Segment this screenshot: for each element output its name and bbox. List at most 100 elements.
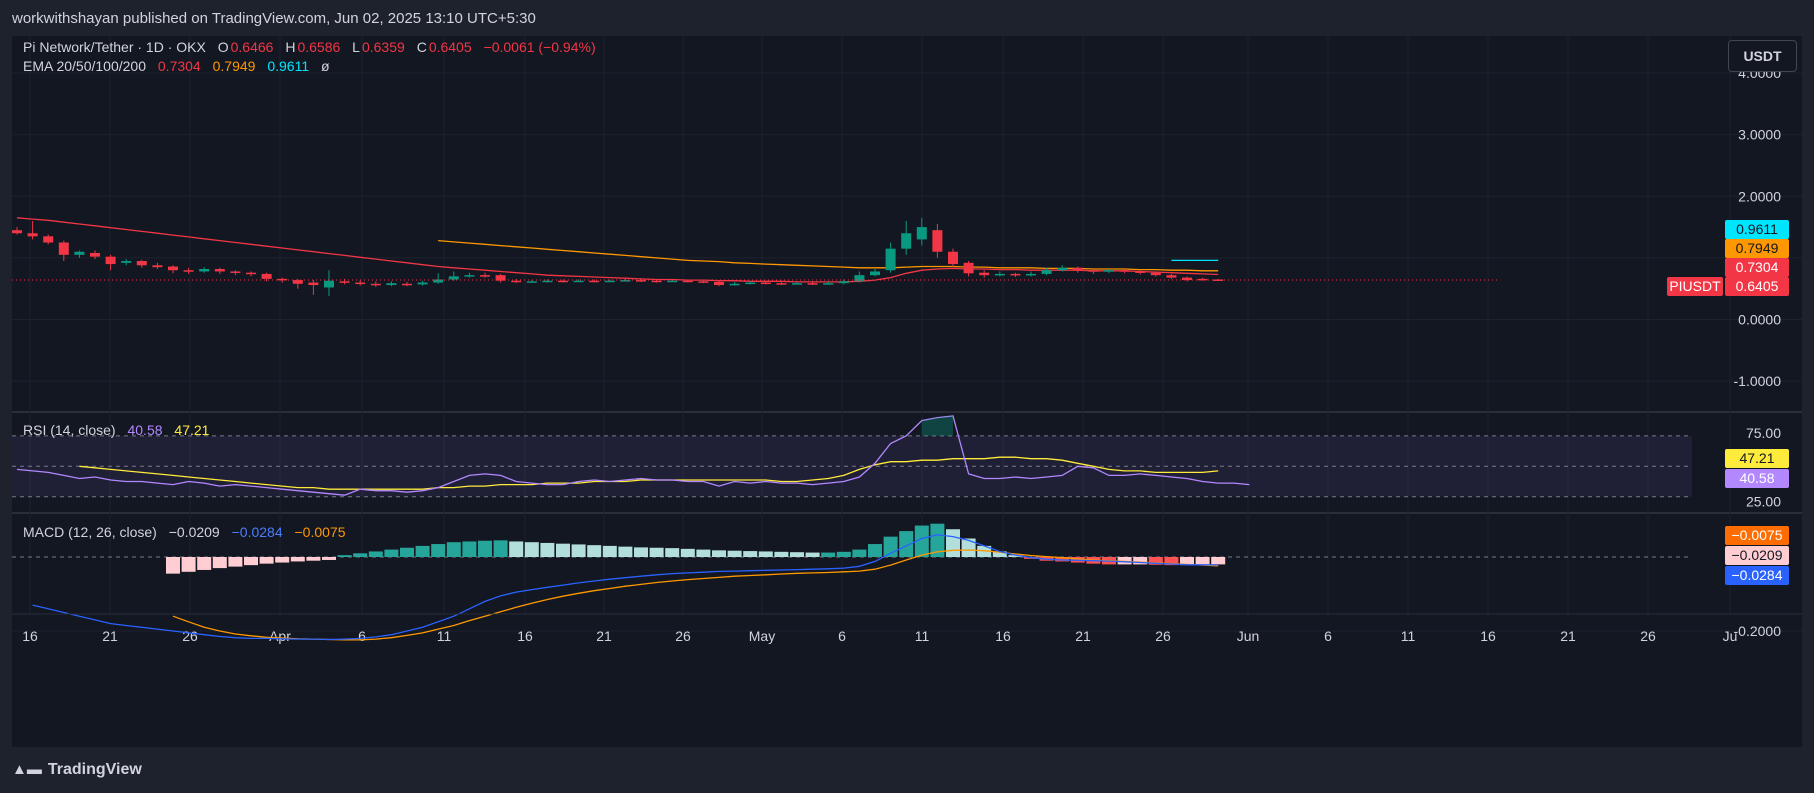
- macd-histogram-bar: [758, 551, 773, 557]
- candle-body: [994, 273, 1005, 276]
- candle-body: [636, 280, 646, 282]
- price-tick-label: 2.0000: [1738, 188, 1781, 204]
- candle-body: [12, 230, 22, 234]
- rsi-label[interactable]: RSI (14, close): [23, 422, 116, 438]
- candle-body: [916, 227, 927, 240]
- signal-value: −0.0284: [231, 524, 283, 540]
- macd-histogram-bar: [587, 545, 602, 557]
- macd-histogram-bar: [852, 549, 867, 557]
- candle-body: [948, 251, 958, 265]
- price-label-bg: [1725, 239, 1789, 258]
- close-value: 0.6405: [428, 39, 472, 55]
- rsi-value-label: 47.21: [1739, 450, 1774, 466]
- macd-histogram-bar: [1164, 557, 1179, 566]
- macd-histogram-bar: [1180, 557, 1194, 566]
- ema-label[interactable]: EMA 20/50/100/200: [23, 58, 146, 74]
- price-label-piusdt: 0.6405: [1736, 278, 1779, 294]
- chart-canvas[interactable]: 16 21 26 Apr 6 11 16 21 26 May 6 11 16 21 26 Jun 6 11 16 21…: [12, 36, 1802, 747]
- high-label: H: [285, 39, 296, 55]
- macd-histogram-bar: [821, 552, 836, 557]
- ema200-value: ø: [321, 58, 330, 74]
- candle-body: [1119, 270, 1130, 272]
- rsi-line: [16, 415, 1250, 496]
- chart-frame[interactable]: 16 21 26 Apr 6 11 16 21 26 May 6 11 16 21 26 Jun 6 11 16 21…: [12, 36, 1802, 747]
- candle-body: [870, 271, 880, 276]
- macd-histogram-bar: [1133, 557, 1148, 565]
- macd-histogram-bar: [462, 541, 477, 557]
- macd-histogram-bar: [602, 545, 617, 557]
- macd-legend: MACD (12, 26, close) −0.0209 −0.0284 −0.…: [23, 524, 348, 540]
- open-label: O: [217, 39, 229, 55]
- macd-histogram-bar: [212, 557, 227, 569]
- x-tick-label: 21: [596, 628, 612, 644]
- candle-body: [854, 275, 865, 282]
- price-label-ema-100: 0.9611: [1736, 221, 1778, 237]
- candle-body: [1166, 275, 1177, 278]
- macd-histogram-bar: [415, 545, 430, 557]
- candle-body: [511, 280, 522, 283]
- macd-histogram-bar: [571, 544, 586, 557]
- tradingview-logo-icon: ▲▬: [12, 761, 42, 778]
- rsi-value: 40.58: [127, 422, 163, 438]
- candle-body: [1150, 272, 1161, 276]
- price-label-ema-20: 0.7304: [1736, 259, 1779, 275]
- candle-body: [308, 282, 319, 286]
- candle-body: [573, 280, 584, 283]
- rsi-ma-line: [79, 456, 1219, 490]
- symbol-tag-bg: [1667, 277, 1723, 296]
- x-tick-label: 16: [1480, 628, 1496, 644]
- macd-histogram-bar: [634, 547, 648, 557]
- candle-body: [433, 279, 444, 283]
- macd-label[interactable]: MACD (12, 26, close): [23, 524, 157, 540]
- candle-body: [979, 272, 990, 276]
- x-tick-label: 16: [517, 628, 533, 644]
- candle-body: [901, 233, 912, 249]
- macd-histogram-bar: [540, 542, 555, 557]
- candle-body: [168, 266, 178, 271]
- candle-body: [480, 275, 490, 277]
- x-tick-label: 16: [995, 628, 1011, 644]
- x-tick-label: 16: [22, 628, 38, 644]
- macd-histogram-bar: [930, 523, 945, 557]
- macd-histogram-bar: [727, 550, 742, 557]
- x-tick-label: 11: [915, 628, 930, 644]
- currency-button[interactable]: USDT: [1728, 40, 1797, 72]
- macd-value-label-bg: [1725, 546, 1789, 565]
- rsi-value-label: 40.58: [1739, 470, 1774, 486]
- macd-histogram-bar: [1148, 557, 1163, 565]
- change-value: −0.0061 (−0.94%): [483, 39, 596, 55]
- candle-body: [885, 248, 896, 271]
- candle-body: [43, 236, 54, 243]
- macd-line: [32, 534, 1219, 641]
- macd-histogram-bar: [197, 557, 212, 570]
- candle-body: [74, 251, 85, 255]
- macd-histogram-bar: [1055, 557, 1070, 562]
- candle-body: [1088, 270, 1099, 272]
- candle-body: [152, 265, 163, 268]
- x-tick-label: Ju: [1723, 628, 1738, 644]
- price-label-bg: [1725, 277, 1789, 296]
- candle-body: [558, 280, 568, 283]
- candle-body: [370, 283, 381, 286]
- macd-histogram-bar: [1211, 557, 1226, 565]
- macd-histogram-bar: [244, 557, 258, 566]
- candle-body: [1057, 267, 1068, 271]
- price-tick-label: 3.0000: [1738, 127, 1781, 143]
- candle-body: [121, 260, 132, 263]
- macd-histogram-bar: [400, 547, 414, 557]
- macd-histogram-bar: [556, 543, 570, 557]
- candle-body: [199, 268, 210, 272]
- symbol-description[interactable]: Pi Network/Tether · 1D · OKX: [23, 39, 206, 55]
- candle-body: [682, 280, 693, 283]
- candle-body: [58, 242, 69, 255]
- candle-body: [261, 273, 272, 279]
- macd-histogram-bar: [228, 557, 243, 567]
- macd-histogram-bar: [181, 557, 196, 572]
- candle-body: [183, 270, 194, 272]
- brand[interactable]: ▲▬ TradingView: [12, 761, 142, 779]
- macd-histogram-bar: [649, 547, 664, 557]
- candle-body: [277, 278, 288, 281]
- x-tick-label: 6: [358, 628, 366, 644]
- candle-body: [1197, 278, 1208, 281]
- rsi-legend: RSI (14, close) 40.58 47.21: [23, 422, 211, 438]
